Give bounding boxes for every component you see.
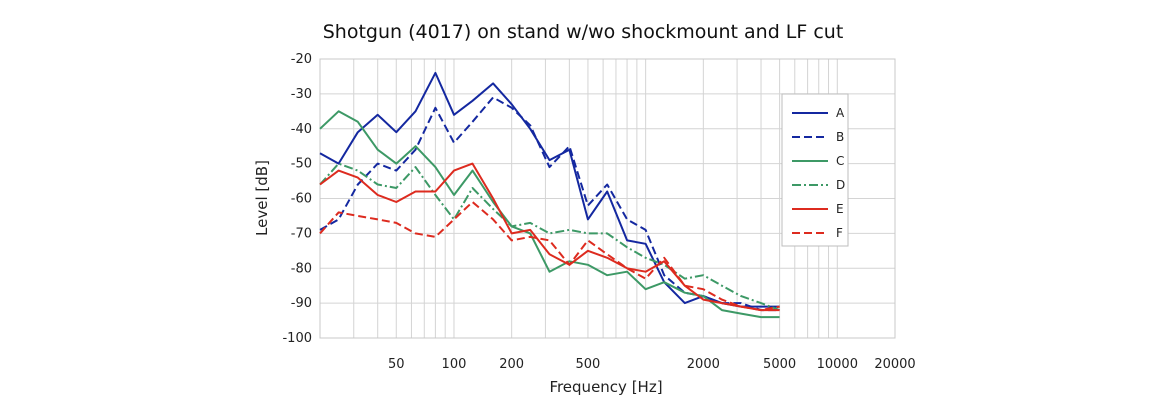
legend-box [781,93,849,247]
series-lines [319,71,780,319]
x-tick-label: 2000 [687,357,720,372]
y-tick-label: -80 [291,261,312,276]
chart-title: Shotgun (4017) on stand w/wo shockmount … [323,21,844,43]
legend-label-a: A [836,106,845,120]
x-tick-label: 200 [499,357,524,372]
y-tick-label: -20 [291,52,312,67]
y-tick-label: -40 [291,122,312,137]
y-tick-label: -30 [291,87,312,102]
y-tick-label: -70 [291,226,312,241]
x-tick-label: 100 [442,357,467,372]
series-line-e [319,162,780,312]
plot-area [319,58,896,339]
series-line-c [319,110,780,319]
y-tick-label: -60 [291,192,312,207]
y-tick-label: -50 [291,157,312,172]
y-tick-label: -100 [282,331,312,346]
legend-label-b: B [836,130,844,144]
y-axis-label: Level [dB] [253,160,271,236]
x-tick-label: 20000 [874,357,915,372]
y-axis-ticks: -100 -90 -80 -70 -60 -50 -40 -30 -20 [282,52,312,346]
series-line-d [319,162,780,312]
y-tick-label: -90 [291,296,312,311]
x-tick-label: 10000 [817,357,858,372]
x-tick-label: 50 [388,357,405,372]
legend-label-f: F [836,226,843,240]
series-line-b [319,96,780,312]
x-axis-label: Frequency [Hz] [549,378,662,396]
series-line-f [319,201,780,312]
x-axis-ticks: 50 100 200 500 2000 5000 10000 20000 [388,357,916,372]
x-tick-label: 500 [576,357,601,372]
legend-label-c: C [836,154,844,168]
legend-label-d: D [836,178,845,192]
x-tick-label: 5000 [763,357,796,372]
legend-label-e: E [836,202,844,216]
